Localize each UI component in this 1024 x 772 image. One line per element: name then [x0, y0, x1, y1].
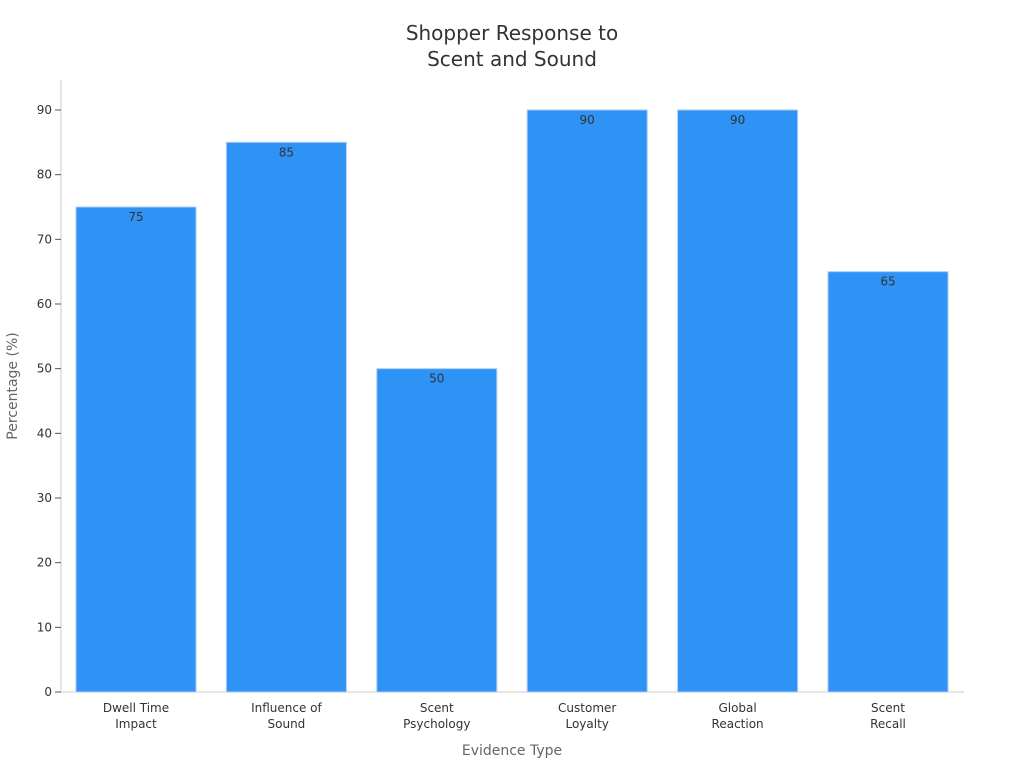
x-tick-label: Dwell Time: [103, 701, 169, 715]
chart-title-line-1: Shopper Response to: [406, 21, 618, 45]
x-tick-label: Recall: [870, 717, 906, 731]
x-tick-label: Impact: [115, 717, 157, 731]
y-tick-label: 60: [37, 297, 52, 311]
y-tick-label: 20: [37, 556, 52, 570]
y-tick-label: 10: [37, 620, 52, 634]
bar-5: [827, 271, 949, 693]
data-label: 85: [279, 145, 294, 159]
data-label: 90: [580, 113, 595, 127]
y-tick-label: 90: [37, 103, 52, 117]
plot-area: 0 10 20 30 40 50 60 70 80 90 75 Dwell Time Impact 85 I…: [37, 80, 964, 731]
data-label: 90: [730, 113, 745, 127]
x-tick-label: Scent: [420, 701, 454, 715]
x-tick-label: Reaction: [712, 717, 764, 731]
bar-2: [376, 368, 498, 693]
y-tick-label: 30: [37, 491, 52, 505]
y-tick-label: 70: [37, 232, 52, 246]
chart-title-line-2: Scent and Sound: [427, 47, 597, 71]
data-label: 50: [429, 372, 444, 386]
x-tick-label: Influence of: [251, 701, 322, 715]
data-label: 75: [128, 210, 143, 224]
x-tick-label: Loyalty: [565, 717, 608, 731]
y-axis-title: Percentage (%): [5, 332, 21, 439]
y-tick-label: 0: [44, 685, 52, 699]
data-label: 65: [880, 275, 895, 289]
x-axis-title: Evidence Type: [462, 743, 562, 759]
x-tick-label: Global: [718, 701, 756, 715]
y-tick-label: 40: [37, 426, 52, 440]
y-tick-label: 50: [37, 362, 52, 376]
x-tick-label: Customer: [558, 701, 616, 715]
bar-1: [225, 141, 347, 693]
bar-0: [75, 206, 197, 693]
x-tick-label: Sound: [268, 717, 306, 731]
y-tick-label: 80: [37, 168, 52, 182]
x-tick-label: Scent: [871, 701, 905, 715]
bar-3: [526, 109, 648, 693]
x-tick-label: Psychology: [403, 717, 470, 731]
bar-4: [677, 109, 799, 693]
